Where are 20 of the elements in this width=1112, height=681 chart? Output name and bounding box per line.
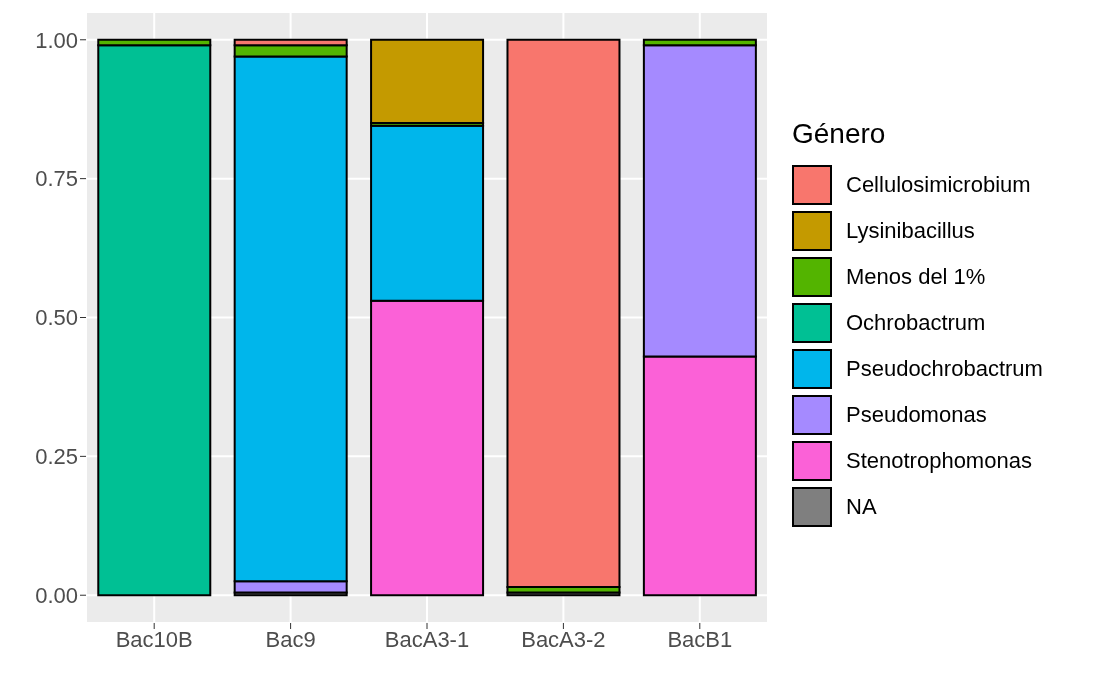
legend-label: Cellulosimicrobium <box>846 172 1031 198</box>
x-tick-label: Bac10B <box>115 626 193 652</box>
x-tick-label: BacA3-1 <box>384 626 470 652</box>
legend-label: Ochrobactrum <box>846 310 986 336</box>
bar <box>370 38 485 125</box>
legend-label: Pseudomonas <box>846 402 987 428</box>
y-tick-label: 0.25 <box>35 444 78 470</box>
y-tick-label: 0.00 <box>35 583 78 609</box>
legend-label: Lysinibacillus <box>846 218 975 244</box>
x-tick-label: BacB1 <box>667 626 733 652</box>
legend-label: Pseudochrobactrum <box>846 356 1043 382</box>
legend-label: Stenotrophomonas <box>846 448 1032 474</box>
x-tick-label: Bac9 <box>265 626 316 652</box>
y-tick-label: 1.00 <box>35 27 78 53</box>
x-tick-label: BacA3-2 <box>521 626 606 652</box>
y-tick-label: 0.75 <box>35 166 78 192</box>
legend-label: NA <box>846 494 877 520</box>
legend-title: Género <box>792 118 887 150</box>
legend-label: Menos del 1% <box>846 264 986 290</box>
y-tick-label: 0.50 <box>35 305 78 331</box>
